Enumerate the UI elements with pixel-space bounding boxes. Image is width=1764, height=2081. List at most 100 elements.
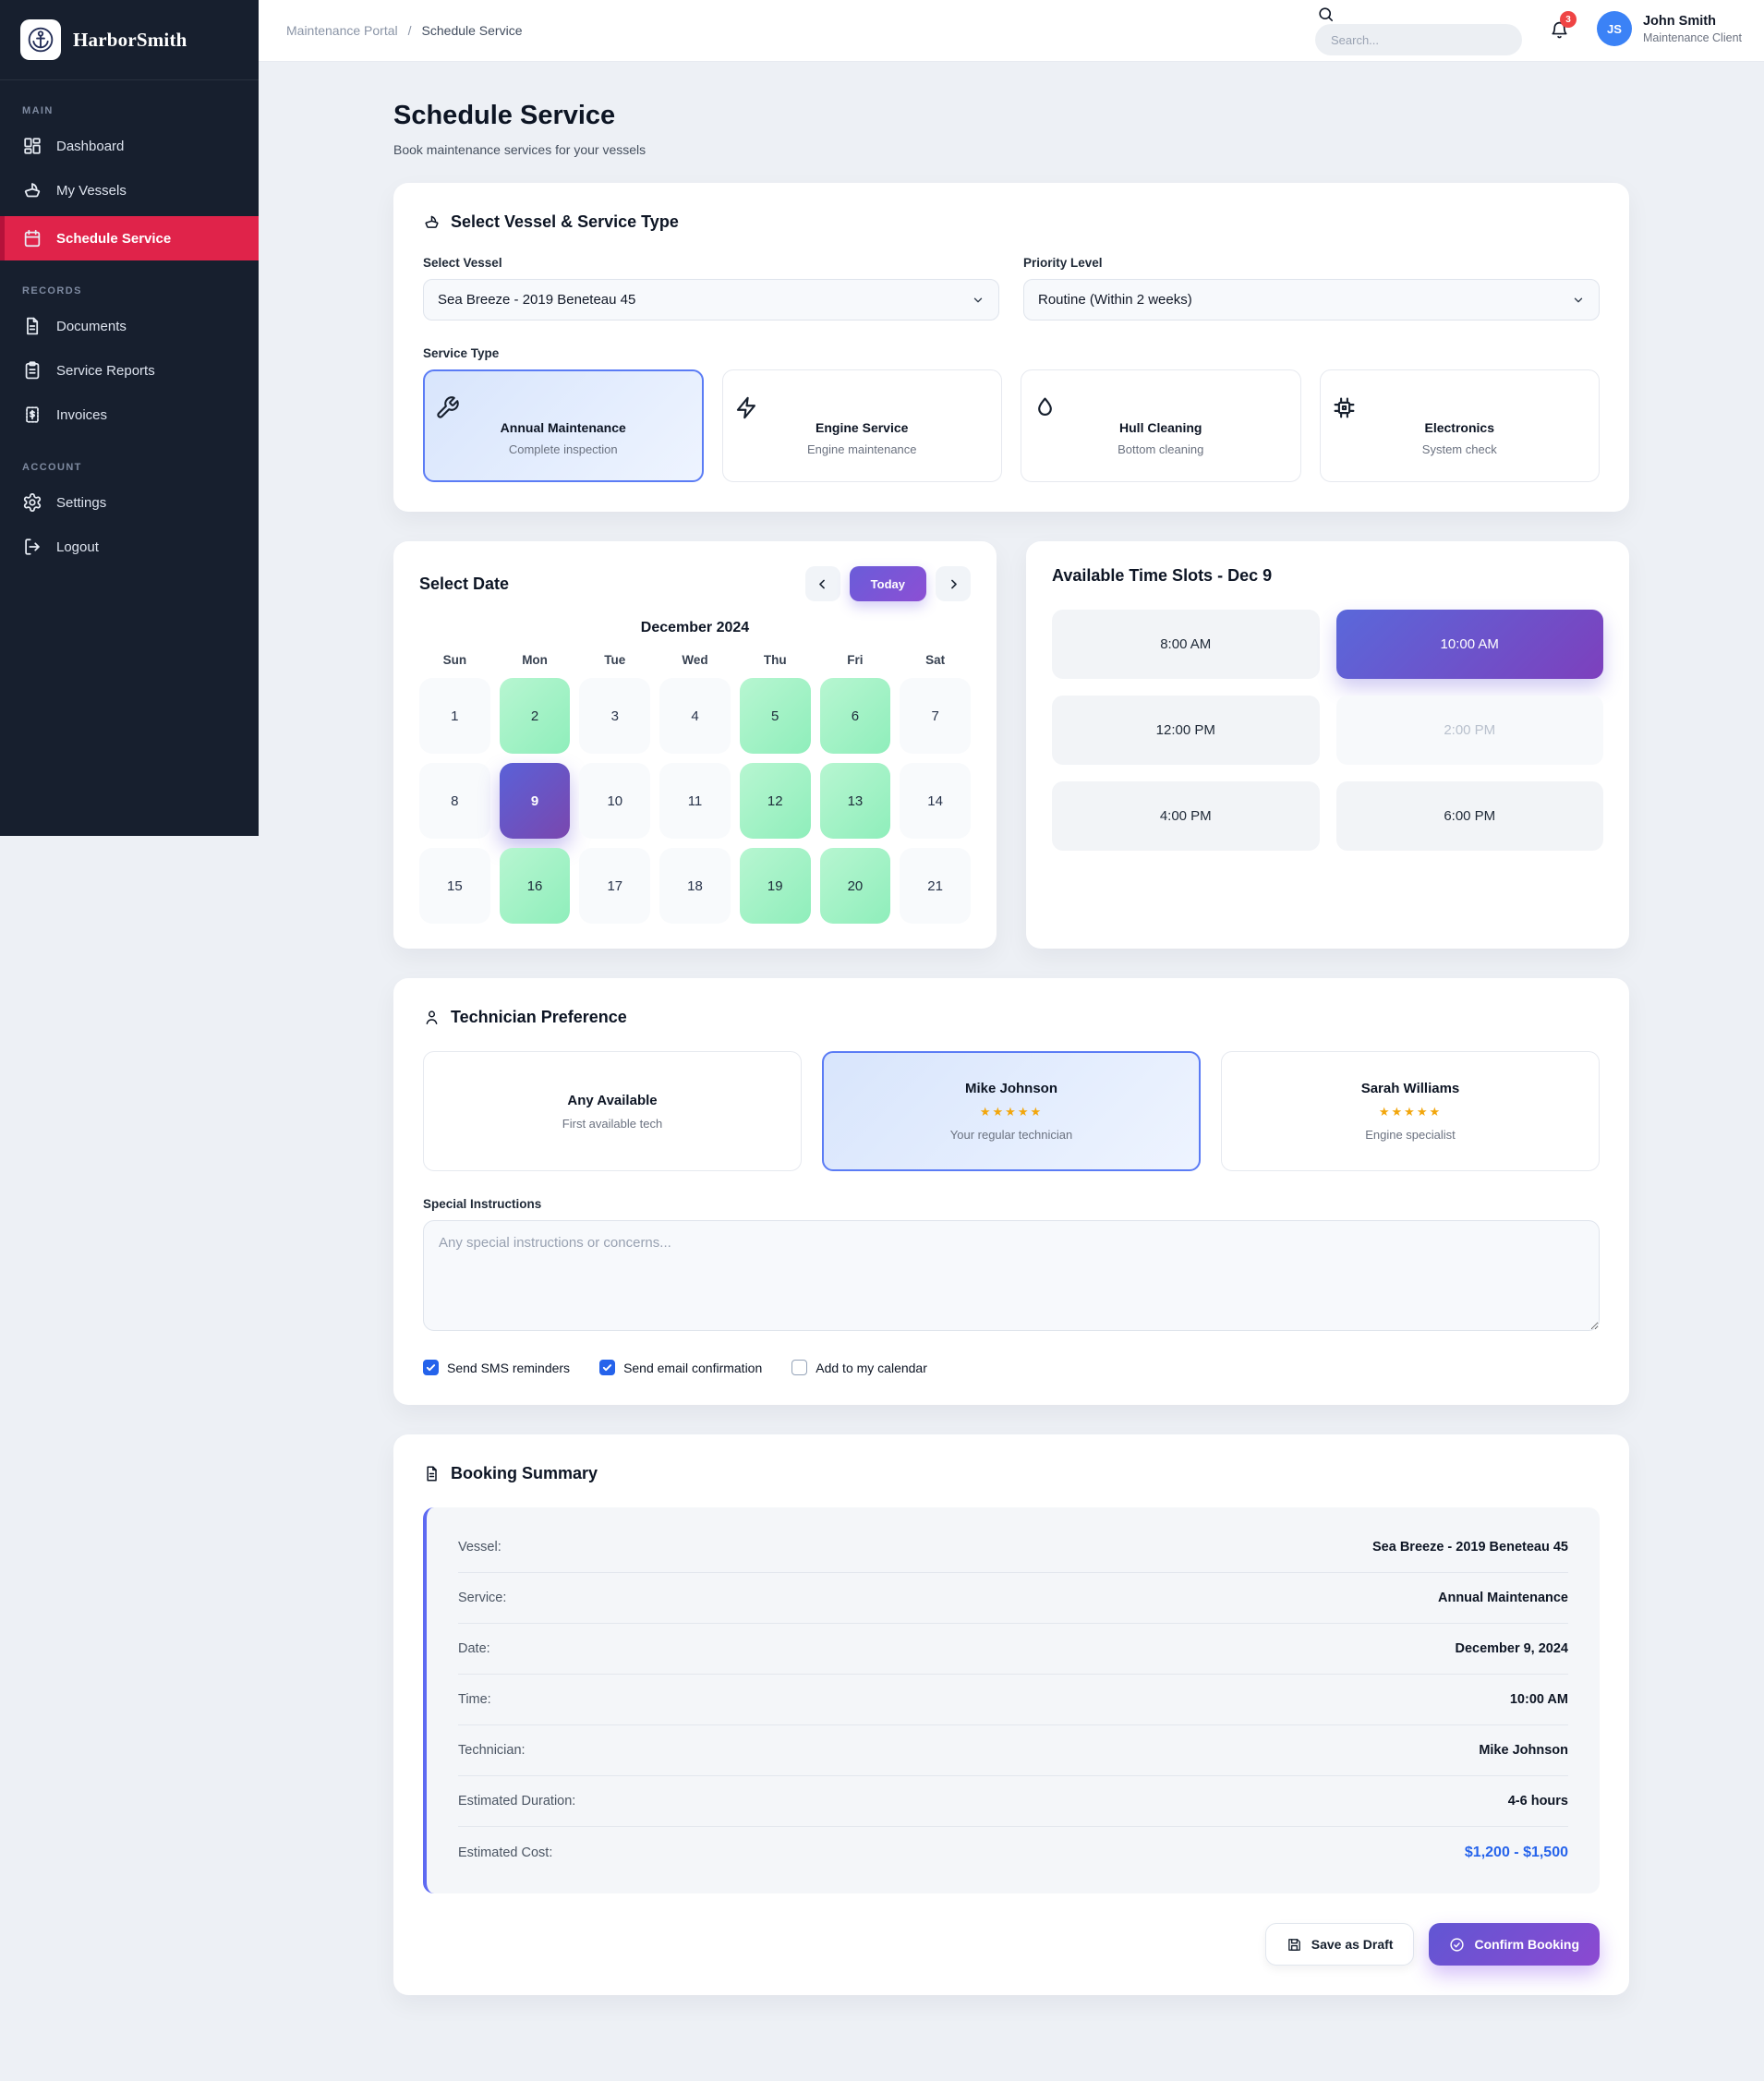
summary-row: Estimated Duration: 4-6 hours xyxy=(458,1776,1568,1827)
calendar-day-7[interactable]: 7 xyxy=(900,678,971,754)
timeslot-4-00-pm[interactable]: 4:00 PM xyxy=(1052,781,1320,851)
timeslot-12-00-pm[interactable]: 12:00 PM xyxy=(1052,696,1320,765)
breadcrumb-item-maintenance-portal[interactable]: Maintenance Portal xyxy=(286,23,398,38)
user-role: Maintenance Client xyxy=(1642,30,1742,44)
calendar-grid: 1 2 3 4 5 6 7 8 9 10 11 12 13 14 15 16 17 18 19 20 21 xyxy=(419,678,971,924)
calendar-day-16[interactable]: 16 xyxy=(499,848,571,924)
service-type-annual-maintenance[interactable]: Annual Maintenance Complete inspection xyxy=(423,369,704,482)
boat-icon xyxy=(22,180,42,200)
today-button[interactable]: Today xyxy=(849,566,926,601)
calendar-day-20[interactable]: 20 xyxy=(819,848,891,924)
sidebar-item-label: Invoices xyxy=(56,406,108,423)
vessel-select-value: Sea Breeze - 2019 Beneteau 45 xyxy=(438,292,636,308)
page-title: Schedule Service xyxy=(393,101,616,130)
checkbox-add-to-my-calendar[interactable]: Add to my calendar xyxy=(791,1360,927,1375)
service-type-electronics[interactable]: Electronics System check xyxy=(1319,369,1600,482)
boat-icon xyxy=(423,213,441,231)
search-input[interactable] xyxy=(1314,24,1522,55)
search-icon[interactable] xyxy=(1317,6,1335,23)
sidebar-item-schedule-service[interactable]: Schedule Service xyxy=(0,216,259,260)
user-name: John Smith xyxy=(1642,13,1716,29)
technician-option-mike-johnson[interactable]: Mike Johnson ★★★★★ Your regular technician xyxy=(822,1051,1201,1171)
lightning-icon xyxy=(734,395,991,420)
calendar-day-12[interactable]: 12 xyxy=(739,763,811,839)
timeslot-10-00-am[interactable]: 10:00 AM xyxy=(1335,610,1603,679)
calendar-day-8[interactable]: 8 xyxy=(419,763,490,839)
calendar-day-6[interactable]: 6 xyxy=(819,678,891,754)
sidebar: HarborSmith MAIN Dashboard My Vessels Sched… xyxy=(0,0,259,836)
wrench-icon xyxy=(435,395,692,420)
timeslot-8-00-am[interactable]: 8:00 AM xyxy=(1052,610,1320,679)
timeslot-grid: 8:00 AM 10:00 AM 12:00 PM 2:00 PM 4:00 PM 6:0… xyxy=(1052,610,1603,851)
next-month-button[interactable] xyxy=(936,566,971,601)
weekday-label: Wed xyxy=(682,653,708,667)
vessel-select[interactable]: Sea Breeze - 2019 Beneteau 45 xyxy=(423,279,999,321)
calendar-day-18[interactable]: 18 xyxy=(659,848,731,924)
sidebar-item-settings[interactable]: Settings xyxy=(0,480,259,525)
avatar[interactable]: JS xyxy=(1596,11,1632,46)
vessel-service-card: Select Vessel & Service Type Select Vess… xyxy=(393,183,1629,512)
checkbox-send-email-confirmation[interactable]: Send email confirmation xyxy=(599,1360,762,1375)
chevron-right-icon xyxy=(947,577,961,591)
sidebar-item-invoices[interactable]: Invoices xyxy=(0,393,259,437)
calendar-day-13[interactable]: 13 xyxy=(819,763,891,839)
service-type-desc: Engine maintenance xyxy=(806,442,917,456)
calendar-day-19[interactable]: 19 xyxy=(739,848,811,924)
logout-icon xyxy=(22,537,42,557)
sidebar-item-service-reports[interactable]: Service Reports xyxy=(0,348,259,393)
dashboard-icon xyxy=(22,136,42,156)
sidebar-item-label: Documents xyxy=(56,318,127,334)
breadcrumb-item-schedule-service[interactable]: Schedule Service xyxy=(421,23,523,38)
sidebar-section-label: RECORDS xyxy=(22,285,82,296)
service-type-grid: Annual Maintenance Complete inspection Eng… xyxy=(423,369,1600,482)
notifications-button[interactable]: 3 xyxy=(1550,11,1577,40)
sidebar-item-label: My Vessels xyxy=(56,182,127,199)
technician-option-sarah-williams[interactable]: Sarah Williams ★★★★★ Engine specialist xyxy=(1221,1051,1600,1171)
calendar-day-2[interactable]: 2 xyxy=(499,678,571,754)
sidebar-item-documents[interactable]: Documents xyxy=(0,304,259,348)
service-type-desc: System check xyxy=(1421,442,1497,456)
service-type-engine-service[interactable]: Engine Service Engine maintenance xyxy=(721,369,1002,482)
service-type-hull-cleaning[interactable]: Hull Cleaning Bottom cleaning xyxy=(1021,369,1301,482)
service-type-name: Hull Cleaning xyxy=(1119,420,1202,435)
checkbox-send-sms-reminders[interactable]: Send SMS reminders xyxy=(423,1360,570,1375)
timeslot-6-00-pm[interactable]: 6:00 PM xyxy=(1335,781,1603,851)
summary-row-label: Time: xyxy=(458,1692,491,1707)
check-circle-icon xyxy=(1449,1937,1465,1953)
sidebar-item-logout[interactable]: Logout xyxy=(0,525,259,569)
special-instructions-label: Special Instructions xyxy=(423,1197,542,1211)
calendar-day-10[interactable]: 10 xyxy=(579,763,651,839)
sidebar-item-label: Dashboard xyxy=(56,138,125,154)
summary-row-value: 4-6 hours xyxy=(1507,1794,1568,1809)
calendar-day-11[interactable]: 11 xyxy=(659,763,731,839)
summary-row-label: Estimated Cost: xyxy=(458,1845,553,1860)
service-type-desc: Complete inspection xyxy=(508,442,618,456)
save-icon xyxy=(1287,1937,1302,1953)
calendar-day-9[interactable]: 9 xyxy=(499,763,571,839)
brand[interactable]: HarborSmith xyxy=(0,0,259,80)
calendar-day-4[interactable]: 4 xyxy=(659,678,731,754)
sidebar-item-my-vessels[interactable]: My Vessels xyxy=(0,168,259,212)
technician-option-any-available[interactable]: Any Available First available tech xyxy=(423,1051,802,1171)
sidebar-item-dashboard[interactable]: Dashboard xyxy=(0,124,259,168)
breadcrumb-separator: / xyxy=(407,23,412,38)
calendar-day-14[interactable]: 14 xyxy=(900,763,971,839)
summary-row: Service: Annual Maintenance xyxy=(458,1573,1568,1624)
special-instructions-input[interactable] xyxy=(423,1220,1600,1331)
document-icon xyxy=(423,1465,441,1482)
calendar-day-1[interactable]: 1 xyxy=(419,678,490,754)
priority-select[interactable]: Routine (Within 2 weeks) xyxy=(1023,279,1600,321)
technician-card: Technician Preference Any Available First… xyxy=(393,978,1629,1405)
prev-month-button[interactable] xyxy=(804,566,840,601)
checkbox-row: Send SMS reminders Send email confirmatio… xyxy=(423,1360,1600,1375)
summary-box: Vessel: Sea Breeze - 2019 Beneteau 45 Serv… xyxy=(423,1507,1600,1893)
notification-badge: 3 xyxy=(1559,11,1577,28)
confirm-booking-button[interactable]: Confirm Booking xyxy=(1429,1923,1600,1966)
save-draft-button[interactable]: Save as Draft xyxy=(1264,1923,1415,1966)
calendar-day-3[interactable]: 3 xyxy=(579,678,651,754)
calendar-day-15[interactable]: 15 xyxy=(419,848,490,924)
calendar-day-5[interactable]: 5 xyxy=(739,678,811,754)
checkbox-label: Send SMS reminders xyxy=(447,1360,571,1375)
calendar-day-21[interactable]: 21 xyxy=(900,848,971,924)
calendar-day-17[interactable]: 17 xyxy=(579,848,651,924)
